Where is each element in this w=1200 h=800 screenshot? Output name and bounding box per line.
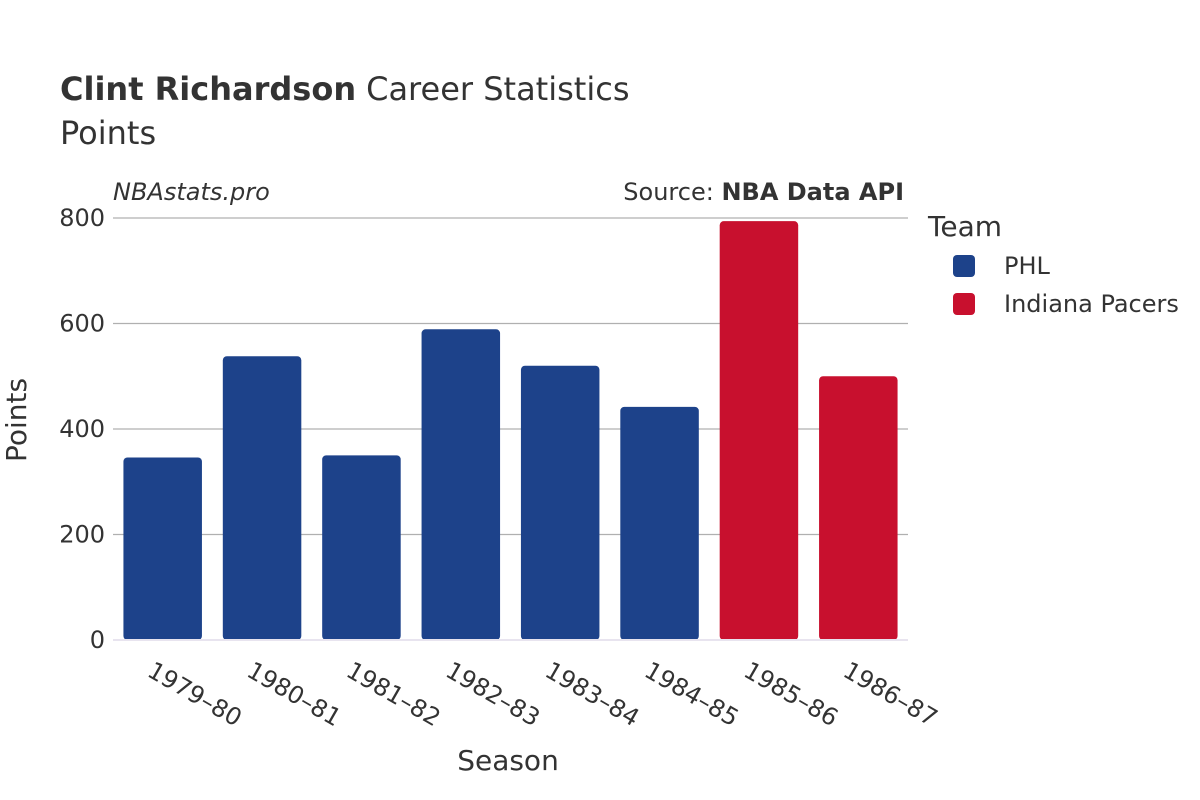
legend-title: Team [927, 210, 1002, 243]
bar [620, 406, 699, 640]
bars [123, 221, 898, 641]
source-credit: Source: NBA Data API [623, 178, 904, 206]
y-tick-label: 800 [59, 204, 105, 232]
bar [520, 365, 600, 640]
y-tick-label: 400 [59, 415, 105, 443]
bar [819, 376, 898, 640]
source-name: NBA Data API [721, 178, 904, 206]
x-tick-label: 1980–81 [242, 656, 346, 732]
y-tick-label: 600 [59, 310, 105, 338]
legend-label: PHL [1004, 252, 1051, 280]
legend-swatch [953, 293, 975, 315]
chart-title: Clint Richardson Career Statistics [60, 70, 629, 108]
x-tick-label: 1984–85 [640, 656, 744, 732]
legend-swatch [953, 255, 975, 277]
x-tick-label: 1979–80 [143, 656, 247, 732]
watermark: NBAstats.pro [113, 178, 270, 206]
source-prefix: Source: [623, 178, 721, 206]
x-tick-label: 1985–86 [739, 656, 843, 732]
x-axis-title: Season [457, 744, 559, 777]
x-tick-label: 1981–82 [342, 656, 446, 732]
chart-title-player: Clint Richardson [60, 70, 356, 108]
y-tick-labels: 0 200 400 600 800 [59, 204, 105, 654]
chart-title-rest: Career Statistics [366, 70, 629, 108]
bar [123, 457, 202, 640]
bar [222, 356, 302, 640]
x-tick-labels: 1979–801980–811981–821982–831983–841984–… [143, 656, 942, 732]
x-tick-label: 1983–84 [540, 656, 644, 732]
y-tick-label: 0 [90, 626, 105, 654]
legend-label: Indiana Pacers [1004, 290, 1179, 318]
legend: Team PHL Indiana Pacers [927, 210, 1179, 318]
bar [322, 455, 401, 640]
y-axis-title: Points [0, 378, 33, 462]
bar [421, 329, 501, 640]
x-tick-label: 1982–83 [441, 656, 545, 732]
y-tick-label: 200 [59, 521, 105, 549]
bar [719, 221, 799, 641]
chart-subtitle: Points [60, 114, 156, 152]
x-tick-label: 1986–87 [839, 656, 943, 732]
